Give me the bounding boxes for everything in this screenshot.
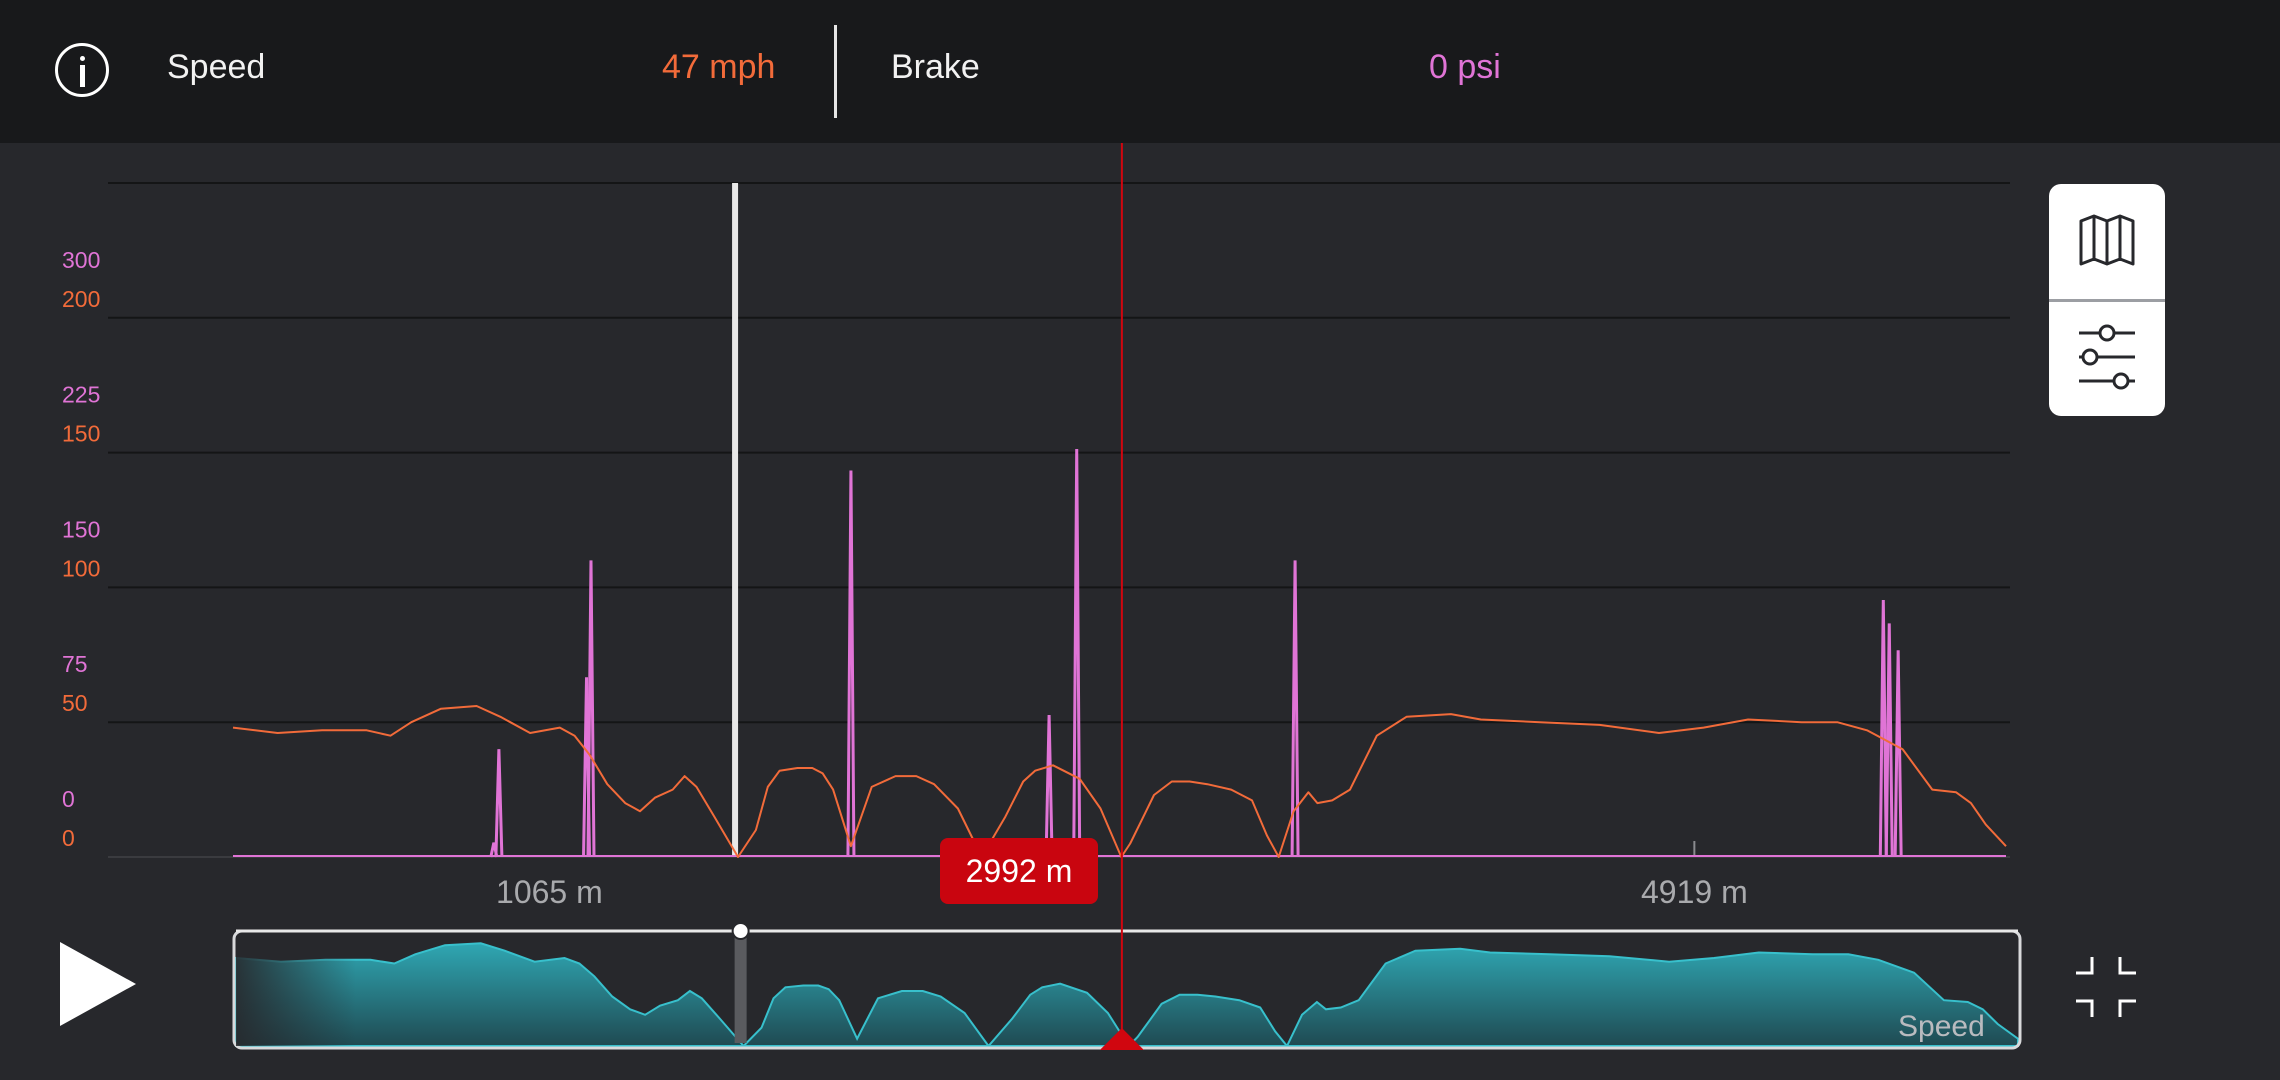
brake-spike [1044, 714, 1054, 858]
header-divider [834, 25, 837, 118]
brake-label: Brake [891, 48, 980, 86]
speed-label: Speed [167, 48, 266, 86]
brake-spike [1072, 448, 1082, 858]
cursor-handle[interactable] [1099, 1028, 1144, 1050]
map-icon [2079, 214, 2135, 266]
overview-fade [236, 936, 356, 1046]
brake-spike [1893, 650, 1903, 858]
brake-spike [494, 749, 504, 858]
brake-spike [1290, 560, 1300, 858]
brake-spike [586, 560, 596, 858]
panel-divider [2049, 299, 2165, 302]
settings-button[interactable] [2049, 302, 2165, 416]
brake-value: 0 psi [1429, 48, 1501, 86]
overview-lap-marker [734, 931, 747, 1043]
brake-spike [846, 470, 856, 858]
header-bar: Speed 47 mph Brake 0 psi [0, 0, 2280, 143]
play-icon [60, 942, 136, 1026]
collapse-icon [2076, 957, 2136, 1017]
side-panel [2049, 184, 2165, 416]
brake-spike [1878, 599, 1888, 858]
info-icon[interactable] [55, 43, 109, 97]
x-axis-tick: 4919 m [1641, 874, 1748, 910]
brake-axis-tick: 0 [62, 786, 75, 812]
speed-axis-tick: 150 [62, 421, 100, 447]
overview-lap-handle[interactable] [731, 922, 750, 940]
lap-start-marker [732, 183, 739, 857]
cursor-distance-badge[interactable]: 2992 m [940, 838, 1098, 904]
speed-axis-tick: 200 [62, 286, 100, 312]
speed-axis-tick: 50 [62, 690, 88, 716]
speed-line [232, 705, 2007, 858]
speed-axis-tick: 100 [62, 555, 100, 581]
play-button[interactable] [56, 940, 140, 1028]
overview-speed-area [235, 942, 2019, 1048]
brake-spike [1884, 623, 1894, 858]
speed-axis-tick: 0 [62, 825, 75, 851]
collapse-button[interactable] [2074, 955, 2138, 1019]
brake-axis-tick: 150 [62, 516, 100, 542]
brake-axis-tick: 300 [62, 247, 100, 273]
map-button[interactable] [2049, 184, 2165, 299]
x-axis-tick: 1065 m [496, 874, 603, 910]
speed-value: 47 mph [662, 48, 776, 86]
sliders-icon [2079, 324, 2135, 390]
brake-axis-tick: 75 [62, 651, 88, 677]
overview-series-label: Speed [1898, 1010, 1985, 1043]
brake-axis-tick: 225 [62, 382, 100, 408]
